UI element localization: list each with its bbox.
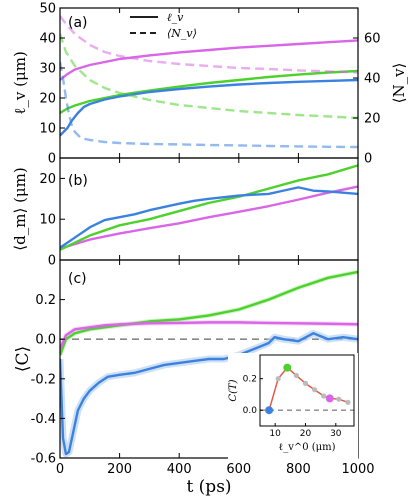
x-axis-label: t (ps) — [186, 477, 231, 497]
panel-c-ytick-label: 0.0 — [35, 333, 56, 348]
panel-b-series-green — [60, 164, 358, 251]
panel-a-series-magenta-dashed — [60, 15, 358, 74]
panel-c-xtick-label: 0 — [56, 462, 64, 477]
inset-point — [311, 387, 318, 393]
panel-b-plot — [60, 164, 358, 251]
panel-c-letter: (c) — [68, 271, 87, 287]
panel-b-series-magenta — [60, 185, 358, 250]
inset-highlight-magenta — [325, 394, 334, 403]
panel-a-ytick-label: 10 — [39, 122, 56, 137]
panel-c-ylabel: ⟨C⟩ — [13, 346, 33, 372]
panel-c-plot — [60, 269, 358, 458]
panel-a-ytick-label: 20 — [39, 92, 56, 107]
panel-b-ylabel: ⟨d_m⟩ (μm) — [11, 167, 29, 250]
inset-point — [293, 372, 299, 379]
panel-b-frame — [59, 157, 359, 261]
panel-a-plot — [60, 15, 358, 149]
panel-a-ytick-label: 0 — [48, 152, 56, 167]
panel-c-ytick-label: -0.6 — [31, 452, 56, 467]
panel-c-xtick-label: 800 — [286, 462, 311, 477]
panel-a-ylabel-right: ⟨N_v⟩ — [390, 63, 408, 104]
panel-a-series-green-dashed — [60, 33, 358, 120]
inset-highlight-blue — [265, 406, 274, 415]
inset-series-line — [268, 366, 349, 411]
legend-solid-label: ℓ_v — [167, 11, 184, 24]
inset-point — [302, 380, 309, 386]
inset-point — [275, 376, 281, 382]
panel-a-ytick-right-label: 20 — [364, 112, 381, 127]
panel-c-ytick-label: 0.2 — [35, 293, 56, 308]
inset-xtick-label: 20 — [300, 429, 312, 439]
panel-a-series-green-solid — [60, 69, 358, 115]
panel-a-series-magenta-solid — [60, 39, 358, 81]
inset-ytick-label: 0.0 — [243, 406, 258, 416]
panel-c-xtick-label: 1000 — [341, 462, 374, 477]
panel-a-letter: (a) — [68, 15, 88, 31]
panel-c-ytick-label: -0.2 — [31, 372, 56, 387]
inset-point — [321, 393, 327, 399]
panel-c-series-magenta — [60, 321, 358, 350]
panel-b-series-blue — [60, 186, 358, 249]
inset-point — [345, 399, 351, 405]
legend-dashed-label: ⟨N_v⟩ — [167, 27, 197, 40]
panel-b-ytick-label: 0 — [48, 254, 56, 269]
panel-a-ylabel-left: ℓ_v (μm) — [11, 51, 29, 115]
panel-c-series-green-band — [60, 269, 358, 356]
panel-b-ytick-label: 20 — [39, 172, 56, 187]
inset-xlabel: ℓ_v^0 (μm) — [278, 442, 335, 453]
panel-a-ytick-right-label: 40 — [364, 72, 381, 87]
inset-ylabel: C(T) — [228, 379, 239, 401]
panel-c-ytick-label: -0.4 — [31, 412, 56, 427]
panel-b-ytick-label: 10 — [39, 213, 56, 228]
panel-c-xtick-label: 200 — [107, 462, 132, 477]
panel-a-ytick-label: 50 — [39, 2, 56, 17]
panel-a-ytick-right-label: 0 — [364, 152, 372, 167]
panel-c-series-green — [60, 270, 358, 356]
panel-a-series-blue-dashed — [60, 61, 358, 149]
panel-c-xtick-label: 600 — [226, 462, 251, 477]
inset-ytick-label: 0.2 — [243, 375, 257, 385]
inset-xtick-label: 10 — [269, 429, 281, 439]
inset-frame — [259, 354, 355, 427]
panel-a-ytick-label: 40 — [39, 32, 56, 47]
inset-xtick-label: 30 — [330, 429, 342, 439]
inset-background — [228, 353, 358, 462]
panel-c-xtick-label: 400 — [167, 462, 192, 477]
inset-highlight-green — [283, 363, 292, 372]
panel-c-series-blue — [60, 332, 358, 456]
panel-a-ytick-right-label: 60 — [364, 32, 381, 47]
inset-point — [336, 396, 342, 402]
panel-a-ytick-label: 30 — [39, 62, 56, 77]
panel-b-letter: (b) — [68, 173, 88, 189]
